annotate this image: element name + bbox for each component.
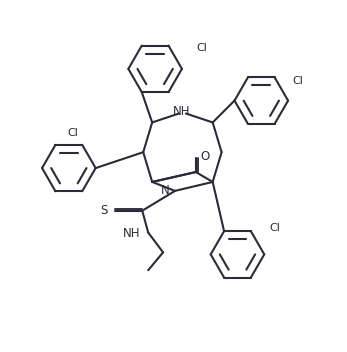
Text: NH: NH (123, 227, 140, 240)
Text: S: S (100, 204, 108, 217)
Text: NH: NH (173, 105, 191, 118)
Text: Cl: Cl (197, 43, 208, 53)
Text: Cl: Cl (269, 222, 280, 233)
Text: Cl: Cl (292, 76, 303, 86)
Text: O: O (201, 150, 210, 163)
Text: Cl: Cl (68, 128, 79, 138)
Text: N: N (161, 184, 169, 197)
